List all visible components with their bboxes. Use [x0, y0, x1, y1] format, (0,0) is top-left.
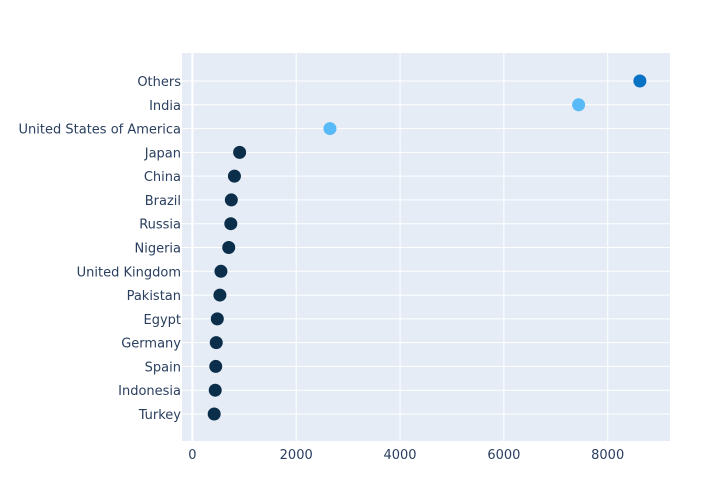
x-axis-ticks: 0 2000 4000 6000 8000	[188, 448, 624, 463]
data-point[interactable]	[227, 169, 241, 183]
y-tick-label: United Kingdom	[77, 265, 181, 280]
x-tick-label: 0	[188, 448, 196, 463]
data-point[interactable]	[207, 407, 221, 421]
y-tick-label: Nigeria	[134, 242, 181, 257]
y-tick-label: United States of America	[19, 123, 181, 138]
data-point[interactable]	[213, 288, 227, 302]
x-tick-label: 8000	[591, 448, 624, 463]
y-tick-label: China	[144, 170, 181, 185]
data-point[interactable]	[233, 145, 247, 159]
x-tick-label: 6000	[487, 448, 520, 463]
data-point[interactable]	[323, 122, 337, 136]
data-point[interactable]	[209, 359, 223, 373]
x-tick-label: 2000	[280, 448, 313, 463]
data-point[interactable]	[210, 312, 224, 326]
data-points	[207, 74, 647, 421]
gridlines	[182, 53, 670, 441]
y-tick-label: Brazil	[145, 194, 181, 209]
y-tick-label: Pakistan	[127, 289, 181, 304]
y-tick-label: Spain	[145, 360, 181, 375]
data-point[interactable]	[633, 74, 647, 88]
x-tick-label: 4000	[383, 448, 416, 463]
data-point[interactable]	[224, 193, 238, 207]
y-tick-label: Germany	[121, 337, 181, 352]
data-point[interactable]	[572, 98, 586, 112]
data-point[interactable]	[208, 383, 222, 397]
data-point[interactable]	[222, 241, 236, 254]
y-tick-label: Egypt	[143, 313, 181, 328]
y-axis-ticks: Turkey Indonesia Spain Germany Egypt Pakistan…	[19, 75, 182, 423]
y-tick-label: Indonesia	[118, 384, 181, 399]
y-tick-label: India	[149, 99, 181, 114]
y-tick-label: Others	[137, 75, 181, 90]
y-tick-label: Russia	[139, 218, 181, 233]
y-tick-label: Japan	[144, 146, 181, 161]
y-tick-label: Turkey	[138, 408, 182, 423]
data-point[interactable]	[214, 264, 228, 278]
data-point[interactable]	[209, 336, 223, 350]
data-point[interactable]	[224, 217, 238, 231]
